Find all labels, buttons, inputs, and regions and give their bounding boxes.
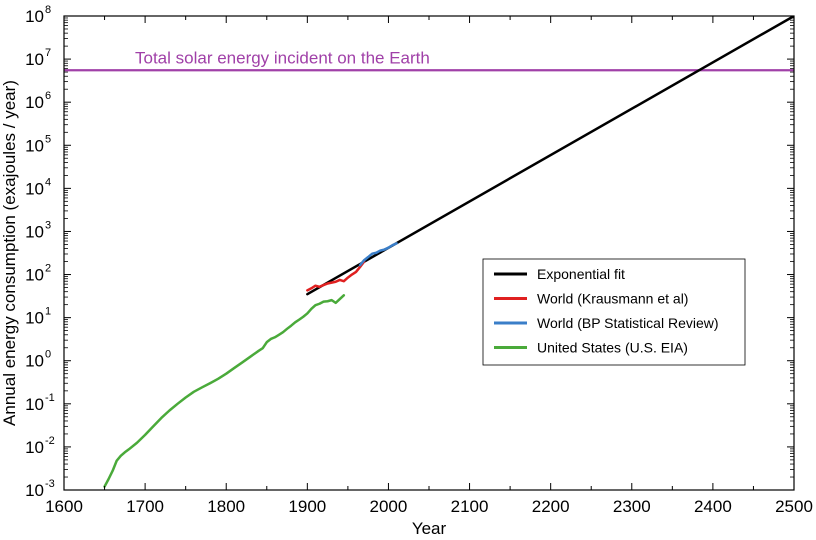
y-tick-label-base: 10	[25, 93, 44, 112]
y-tick-label-exponent: 3	[45, 219, 51, 231]
x-tick-label: 2400	[694, 497, 732, 516]
y-axis-title: Annual energy consumption (exajoules / y…	[0, 80, 19, 426]
y-tick-label-exponent: 2	[45, 263, 51, 275]
legend-item-united-states-u-s-eia: United States (U.S. EIA)	[494, 340, 688, 356]
x-tick-label: 2100	[451, 497, 489, 516]
y-tick-label: 10 6	[25, 90, 51, 112]
legend: Exponential fit World (Krausmann et al) Wo…	[482, 258, 746, 366]
y-tick-label-exponent: -2	[45, 435, 55, 447]
legend-item-world-krausmann-et-al: World (Krausmann et al)	[494, 291, 688, 307]
axis-ticks	[63, 15, 795, 491]
y-tick-label-exponent: -3	[45, 478, 55, 490]
y-tick-label-base: 10	[25, 179, 44, 198]
plot-frame	[63, 15, 795, 491]
y-tick-label: 10 8	[25, 4, 51, 26]
y-tick-label-base: 10	[25, 222, 44, 241]
x-tick-label: 2200	[532, 497, 570, 516]
solar-energy-annotation: Total solar energy incident on the Earth	[135, 48, 430, 67]
y-tick-label-exponent: 6	[45, 90, 51, 102]
y-tick-label: 10 1	[25, 306, 51, 328]
series-line-world-krausmann-et-al	[306, 260, 366, 292]
legend-item-exponential-fit: Exponential fit	[494, 266, 625, 282]
y-tick-label: 10 -2	[25, 435, 55, 457]
x-tick-label: 2000	[370, 497, 408, 516]
legend-item-world-bp-statistical-review: World (BP Statistical Review)	[494, 315, 719, 331]
y-tick-label-exponent: 5	[45, 133, 51, 145]
legend-label: World (Krausmann et al)	[537, 291, 688, 307]
y-tick-label: 10 4	[25, 176, 51, 198]
y-tick-label-base: 10	[25, 481, 44, 500]
y-tick-label: 10 0	[25, 349, 51, 371]
y-tick-label-exponent: 8	[45, 4, 51, 16]
y-tick-label: 10 7	[25, 47, 51, 69]
legend-label: World (BP Statistical Review)	[537, 315, 719, 331]
x-tick-label: 1800	[207, 497, 245, 516]
y-tick-label-base: 10	[25, 352, 44, 371]
y-tick-label-base: 10	[25, 50, 44, 69]
y-tick-label-exponent: 0	[45, 349, 51, 361]
legend-label: United States (U.S. EIA)	[537, 340, 688, 356]
series-line-world-bp-statistical-review	[358, 242, 398, 267]
y-tick-label: 10 -1	[25, 392, 55, 414]
y-tick-label-base: 10	[25, 266, 44, 285]
y-tick-label-base: 10	[25, 136, 44, 155]
x-axis-title: Year	[412, 519, 447, 538]
x-tick-label: 2500	[775, 497, 813, 516]
y-tick-label: 10 -3	[25, 478, 55, 500]
x-tick-label: 1900	[288, 497, 326, 516]
y-tick-label-base: 10	[25, 438, 44, 457]
y-tick-label: 10 3	[25, 219, 51, 241]
y-tick-label-base: 10	[25, 309, 44, 328]
x-tick-label: 1600	[45, 497, 83, 516]
y-tick-label-base: 10	[25, 7, 44, 26]
x-tick-labels: 1600 1700 1800 1900 2000 2100 2200 2300 2400 2500	[45, 497, 813, 516]
x-tick-label: 1700	[126, 497, 164, 516]
y-tick-label: 10 5	[25, 133, 51, 155]
y-tick-label-exponent: 4	[45, 176, 51, 188]
legend-label: Exponential fit	[537, 266, 625, 282]
y-tick-label-exponent: 7	[45, 47, 51, 59]
series-group	[103, 16, 794, 488]
x-tick-label: 2300	[613, 497, 651, 516]
series-line-united-states-u-s-eia	[103, 294, 346, 488]
y-tick-label: 10 2	[25, 263, 51, 285]
y-tick-label-exponent: -1	[45, 392, 55, 404]
y-tick-label-base: 10	[25, 395, 44, 414]
y-tick-label-exponent: 1	[45, 306, 51, 318]
